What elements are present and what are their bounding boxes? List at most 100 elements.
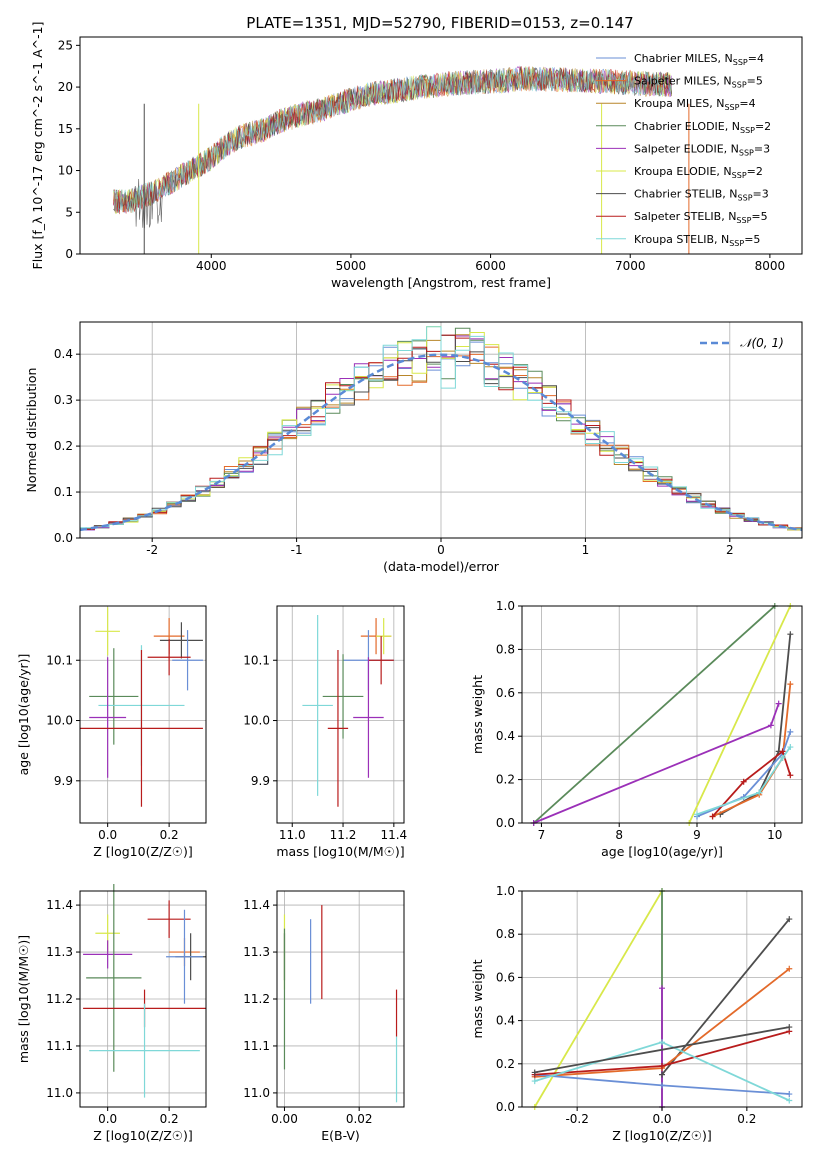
x-tick-label: -1	[291, 543, 303, 557]
x-tick-label: -0.2	[565, 1112, 588, 1126]
weight-marker	[659, 1071, 665, 1078]
x-tick-label: 7	[538, 828, 546, 842]
legend-n: =5	[751, 210, 767, 223]
chart-weight_vs_Z: -0.2 0.0 0.2 0.0 0.2 0.4 0.6 0.8 1.0 Z [log10(Z/Z…	[470, 884, 803, 1143]
legend-n: =5	[744, 233, 760, 246]
y-tick-label: 10.1	[46, 653, 73, 667]
x-axis-label: (data-model)/error	[383, 559, 500, 574]
axes-frame	[79, 605, 207, 824]
x-tick-label: 0.00	[271, 1112, 298, 1126]
y-tick-label: 0.0	[496, 1100, 515, 1114]
x-tick-label: 8000	[755, 259, 786, 273]
weight-marker	[659, 1082, 665, 1089]
y-tick-label: 11.2	[46, 992, 73, 1006]
y-tick-label: 0.2	[496, 773, 515, 787]
legend-n: =3	[754, 142, 770, 155]
chart-spectrum: 4000 5000 6000 7000 8000 0 5 10 15 20 25 wavelength…	[30, 22, 803, 290]
x-tick-label: 4000	[196, 259, 227, 273]
axes-frame	[521, 605, 803, 824]
y-tick-label: 0.0	[496, 816, 515, 830]
chart-residuals: -2 -1 0 1 2 0.0 0.1 0.2 0.3 0.4 (data-model)/error…	[24, 321, 803, 574]
y-tick-label: 9.9	[54, 774, 73, 788]
legend-entry: Chabrier STELIB, NSSP=3	[634, 188, 769, 203]
plot-area	[80, 607, 203, 807]
y-tick-label: 10	[58, 164, 73, 178]
legend-entry: Salpeter MILES, NSSP=5	[634, 75, 763, 90]
x-tick-label: 5000	[336, 259, 367, 273]
chart-weight_vs_age: 7 8 9 10 0.0 0.2 0.4 0.6 0.8 1.0 age [log10(age/yr…	[470, 599, 803, 859]
y-axis-label: mass [log10(M/M☉)]	[16, 935, 31, 1063]
spectrum-line	[113, 65, 672, 213]
weight-line	[661, 918, 790, 1076]
x-tick-label: 0.2	[160, 828, 179, 842]
figure-title: PLATE=1351, MJD=52790, FIBERID=0153, z=0…	[246, 14, 633, 32]
weight-line	[688, 605, 792, 824]
x-tick-label: 1	[582, 543, 590, 557]
weight-line	[719, 634, 792, 816]
weight-line	[533, 605, 776, 824]
y-tick-label: 11.3	[46, 945, 73, 959]
x-tick-label: 11.0	[279, 828, 306, 842]
weight-line	[696, 746, 792, 816]
plot-area	[79, 326, 803, 532]
x-tick-label: 0.0	[652, 1112, 671, 1126]
weight-marker	[740, 778, 747, 785]
weight-marker	[659, 1062, 665, 1069]
y-axis-label: mass weight	[470, 675, 485, 754]
x-tick-label: 0.0	[98, 1112, 117, 1126]
legend-sub: SSP	[729, 239, 744, 248]
y-tick-label: 11.4	[46, 898, 73, 912]
x-tick-label: 2	[726, 543, 734, 557]
y-axis-label: age [log10(age/yr)]	[16, 654, 31, 776]
chart-mass_vs_Z: 0.0 0.2 11.0 11.1 11.2 11.3 11.4 Z [log10(Z/Z☉)…	[16, 883, 207, 1143]
legend-sub: SSP	[739, 148, 754, 157]
y-tick-label: 10.1	[243, 653, 270, 667]
x-axis-label: Z [log10(Z/Z☉)]	[612, 1128, 712, 1143]
y-tick-label: 11.3	[243, 945, 270, 959]
weight-marker	[775, 700, 782, 707]
y-axis-label: Flux [f_λ 10^-17 erg cm^-2 s^-1 A^-1]	[30, 22, 45, 270]
y-tick-label: 11.2	[243, 992, 270, 1006]
legend-sub: SSP	[732, 171, 747, 180]
weight-marker	[659, 985, 665, 992]
legend-entry: Kroupa ELODIE, NSSP=2	[634, 165, 763, 180]
x-axis-label: wavelength [Angstrom, rest frame]	[331, 275, 551, 290]
plot-area	[113, 65, 690, 254]
legend-sub: SSP	[736, 216, 751, 225]
y-tick-label: 0.6	[496, 970, 515, 984]
y-tick-label: 11.4	[243, 898, 270, 912]
plot-area	[283, 905, 398, 1103]
chart-age_vs_Z: 0.0 0.2 9.9 10.0 10.1 Z [log10(Z/Z☉)] age [log…	[16, 605, 207, 859]
spectrum-line	[113, 66, 672, 213]
x-axis-label: Z [log10(Z/Z☉)]	[93, 1128, 193, 1143]
legend-entry: Salpeter ELODIE, NSSP=3	[634, 142, 770, 157]
x-tick-label: 0	[437, 543, 445, 557]
legend-sub: SSP	[724, 103, 739, 112]
y-tick-label: 15	[58, 122, 73, 136]
x-tick-label: 10	[767, 828, 782, 842]
legend-sub: SSP	[732, 81, 747, 90]
weight-marker	[694, 811, 700, 818]
x-axis-label: Z [log10(Z/Z☉)]	[93, 844, 193, 859]
weight-marker	[659, 1039, 665, 1046]
weight-line	[534, 1026, 790, 1074]
histogram-step	[80, 326, 802, 530]
spectrum-legend: Chabrier MILES, NSSP=4 Salpeter MILES, NS…	[596, 52, 771, 248]
x-tick-label: 0.2	[160, 1112, 179, 1126]
legend-sub: SSP	[733, 58, 748, 67]
legend-n: =2	[747, 165, 763, 178]
y-tick-label: 0.4	[496, 1014, 515, 1028]
legend-entry: Chabrier MILES, NSSP=4	[634, 52, 764, 67]
x-tick-label: 0.2	[737, 1112, 756, 1126]
legend-n: =3	[753, 188, 769, 201]
y-tick-label: 11.1	[46, 1039, 73, 1053]
y-tick-label: 0.2	[496, 1057, 515, 1071]
y-tick-label: 0.4	[496, 729, 515, 743]
plot-area	[531, 888, 793, 1110]
legend-n: =4	[739, 97, 755, 110]
y-tick-label: 0.8	[496, 642, 515, 656]
y-tick-label: 11.1	[243, 1039, 270, 1053]
x-axis-label: E(B-V)	[321, 1128, 360, 1143]
weight-marker	[786, 1024, 793, 1031]
